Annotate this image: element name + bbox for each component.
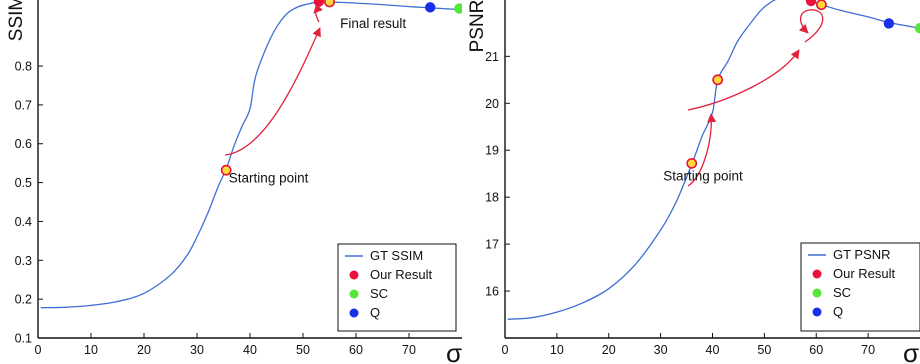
x-tick-label: 20 [137, 343, 151, 357]
legend: GT SSIM Our Result SC Q [337, 243, 457, 332]
x-tick-label: 40 [243, 343, 257, 357]
y-tick-label: 0.1 [15, 332, 32, 346]
x-tick-label: 40 [706, 343, 720, 357]
x-tick-label: 50 [296, 343, 310, 357]
y-tick-label: 0.6 [15, 137, 32, 151]
marker-point [425, 2, 436, 13]
legend-box [337, 243, 457, 332]
x-tick-label: 20 [602, 343, 616, 357]
legend-marker-swatch [812, 307, 822, 317]
iteration-point [816, 0, 827, 11]
legend-label: SC [370, 286, 388, 301]
y-axis-title: SSIM [6, 0, 27, 41]
series-line [40, 1, 462, 309]
ssim-chart: 0 10 20 30 40 50 60 70 0.1 0.2 0.3 0.4 0.5 0.6 0.7 0.8 S… [6, 0, 462, 364]
y-tick-label: 0.2 [15, 293, 32, 307]
x-axis-title: σ [446, 338, 462, 364]
legend-label: SC [833, 285, 851, 300]
legend-label: GT SSIM [370, 248, 423, 263]
y-tick-label: 20 [485, 97, 499, 111]
y-tick-label: 0.7 [15, 98, 32, 112]
iteration-point [220, 164, 232, 176]
y-tick-label: 0.3 [15, 254, 32, 268]
mid-to-final-arrow [687, 49, 800, 111]
final-loop-arrow [313, 3, 323, 23]
iteration-point [712, 74, 724, 86]
x-tick-label: 30 [190, 343, 204, 357]
legend-label: Our Result [370, 267, 433, 282]
legend: GT PSNR Our Result SC Q [800, 242, 920, 332]
marker-point [883, 18, 895, 29]
y-tick-label: 17 [485, 238, 499, 252]
iteration-point [686, 157, 698, 169]
legend-marker-swatch [349, 308, 359, 318]
x-tick-label: 70 [861, 343, 875, 357]
start-to-mid-arrow [687, 113, 717, 187]
x-tick-label: 30 [654, 343, 668, 357]
y-tick-label: 0.5 [15, 176, 32, 190]
x-tick-label: 10 [550, 343, 564, 357]
y-tick-label: 0.8 [15, 60, 32, 74]
x-tick-label: 10 [84, 343, 98, 357]
y-tick-label: 21 [485, 50, 499, 64]
legend-marker-swatch [349, 270, 359, 280]
marker-point [805, 0, 817, 7]
marker-point [454, 3, 462, 14]
legend-marker-swatch [812, 269, 822, 279]
x-tick-label: 60 [809, 343, 823, 357]
y-tick-label: 19 [485, 144, 499, 158]
y-tick-label: 18 [485, 191, 499, 205]
legend-marker-swatch [812, 288, 822, 298]
x-tick-label: 60 [349, 343, 363, 357]
x-tick-label: 70 [402, 343, 416, 357]
x-tick-label: 0 [502, 343, 509, 357]
legend-label: Q [833, 304, 843, 319]
legend-label: Our Result [833, 266, 896, 281]
y-axis-title: PSNR [467, 0, 488, 52]
x-axis-title: σ [903, 338, 919, 364]
y-tick-label: 0.4 [15, 215, 32, 229]
legend-box [800, 242, 920, 332]
annotation-label: Final result [340, 16, 406, 31]
y-tick-label: 16 [485, 285, 499, 299]
legend-marker-swatch [349, 289, 359, 299]
iteration-point [324, 0, 335, 8]
legend-label: Q [370, 305, 380, 320]
start-to-final-arrow [224, 27, 321, 156]
final-loop-arrow [798, 9, 824, 43]
x-tick-label: 0 [35, 343, 42, 357]
x-tick-label: 50 [757, 343, 771, 357]
legend-label: GT PSNR [833, 247, 891, 262]
marker-point [313, 0, 325, 7]
marker-point [914, 22, 920, 34]
annotation-label: Starting point [229, 171, 309, 186]
annotation-label: Starting point [663, 169, 743, 184]
